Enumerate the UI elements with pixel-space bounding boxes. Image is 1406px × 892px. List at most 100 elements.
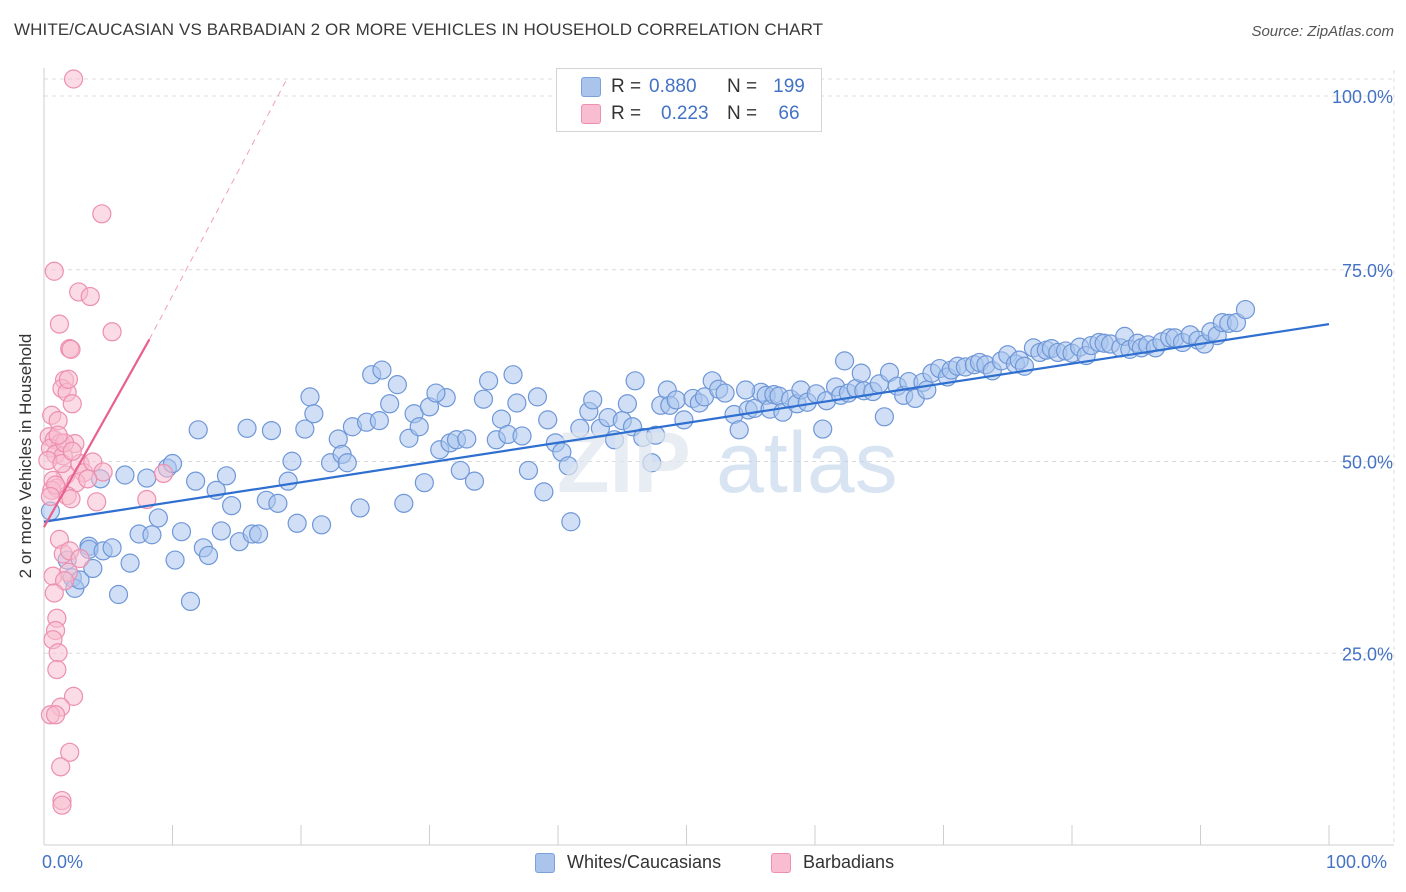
barbadians-n-value: 66 [778,103,800,124]
whites-legend-swatch [535,852,555,873]
point-whites-78 [527,387,548,407]
point-whites-57 [394,493,414,513]
y-tick-labels: 100.0% 75.0% 50.0% 25.0% [1332,87,1393,664]
series-legend: Whites/Caucasians Barbadians [0,852,1406,878]
point-whites-87 [583,390,603,410]
point-whites-11 [108,584,129,605]
n-label: N = [727,76,758,97]
point-whites-192 [736,380,756,400]
point-barbadians-5 [49,314,70,334]
point-whites-17 [148,508,168,528]
trend-line-barbadians [43,338,151,528]
point-barbadians-62 [40,486,61,507]
point-barbadians-11 [62,394,82,414]
point-barbadians-65 [61,339,81,359]
point-barbadians-52 [52,795,72,815]
point-whites-50 [350,498,370,518]
point-whites-71 [479,371,499,391]
point-whites-77 [518,460,539,481]
chart-title: WHITE/CAUCASIAN VS BARBADIAN 2 OR MORE V… [14,20,824,39]
point-barbadians-4 [80,286,100,307]
point-whites-30 [222,496,242,516]
point-whites-16 [142,525,162,545]
point-whites-60 [409,417,429,437]
point-barbadians-39 [44,583,64,603]
stats-legend: R = 0.880 N = 199 R = 0.223 N = 66 [556,68,822,132]
whites-r-value: 0.880 [649,76,697,97]
point-whites-80 [538,410,558,430]
point-whites-140 [917,380,937,400]
point-whites-129 [851,363,871,383]
y-tick-label-25: 25.0% [1342,644,1393,664]
trend-line-whites [43,323,1330,523]
y-axis-label: 2 or more Vehicles in Household [16,333,35,579]
point-whites-22 [180,591,201,612]
point-whites-23 [186,471,206,491]
point-whites-39 [282,451,302,471]
point-whites-188 [1235,299,1256,320]
point-whites-40 [287,513,307,533]
whites-n-value: 199 [773,76,805,97]
point-barbadians-31 [61,489,81,509]
point-whites-55 [380,394,400,414]
point-whites-70 [473,389,494,409]
point-whites-83 [558,456,578,476]
legend-item-whites[interactable]: Whites/Caucasians [535,852,721,873]
trend-lines [43,78,1330,528]
point-whites-56 [387,375,407,395]
point-barbadians-6 [102,322,122,342]
r-label: R = [611,76,642,97]
point-whites-187 [1226,312,1247,333]
point-whites-68 [457,429,477,449]
point-whites-193 [834,351,855,371]
point-barbadians-54 [137,489,157,510]
point-whites-13 [120,553,140,573]
point-barbadians-48 [45,705,66,725]
point-whites-43 [304,404,324,424]
point-barbadians-49 [60,742,80,762]
point-whites-10 [102,538,122,558]
legend-row-barbadians: R = 0.223 N = 66 [581,102,811,126]
y-tick-label-50: 50.0% [1342,453,1393,473]
point-whites-32 [237,418,257,438]
point-whites-44 [311,515,332,535]
point-whites-96 [646,425,666,445]
point-whites-67 [450,460,470,481]
point-barbadians-0 [63,69,84,89]
barbadians-legend-label: Barbadians [803,852,895,872]
point-whites-69 [464,471,485,491]
point-whites-21 [171,522,192,542]
point-whites-61 [414,473,434,493]
point-whites-38 [278,471,298,491]
point-barbadians-53 [153,463,174,484]
n-label: N = [727,103,758,124]
point-whites-95 [642,453,662,473]
source-label: Source: ZipAtlas.com [1251,23,1394,40]
point-whites-41 [295,419,315,439]
point-barbadians-29 [87,492,107,512]
point-barbadians-45 [63,686,84,706]
point-whites-15 [137,468,157,488]
point-barbadians-63 [78,469,98,489]
legend-item-barbadians[interactable]: Barbadians [771,852,894,873]
legend-row-whites: R = 0.880 N = 199 [581,75,811,99]
point-whites-85 [570,418,590,438]
point-whites-42 [300,387,320,407]
trend-line-barbadians-extension [148,78,288,340]
point-whites-29 [216,466,237,486]
point-whites-76 [512,426,532,446]
point-barbadians-44 [47,659,67,680]
point-barbadians-57 [58,369,79,389]
point-whites-107 [715,383,735,403]
data-points [38,69,1256,815]
r-label: R = [611,103,642,124]
whites-legend-label: Whites/Caucasians [567,852,722,872]
watermark: ZIP atlas [557,415,898,511]
point-whites-190 [503,365,523,385]
point-whites-37 [268,493,288,513]
point-whites-12 [115,465,135,485]
point-whites-24 [188,420,208,440]
point-whites-54 [372,360,392,380]
point-whites-189 [426,383,446,403]
point-whites-79 [534,482,554,502]
